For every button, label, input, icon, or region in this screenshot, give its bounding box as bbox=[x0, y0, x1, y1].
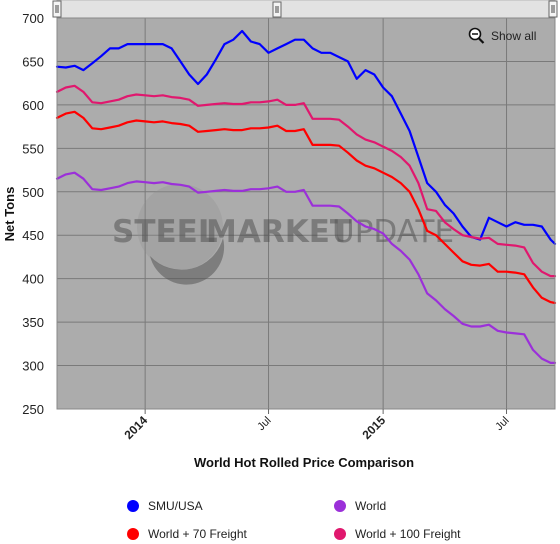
legend-label: World bbox=[355, 499, 386, 513]
x-tick-label: Jul bbox=[493, 415, 511, 433]
legend-label: World + 100 Freight bbox=[355, 527, 461, 541]
navigator-left-handle[interactable] bbox=[52, 0, 62, 18]
chart-title: World Hot Rolled Price Comparison bbox=[194, 455, 414, 470]
legend-item-world-70-freight[interactable]: World + 70 Freight bbox=[127, 527, 247, 541]
x-tick-label: Jul bbox=[255, 415, 273, 433]
legend-marker bbox=[334, 500, 346, 512]
series-line-world-100-freight[interactable] bbox=[55, 84, 557, 278]
legend-item-smu-usa[interactable]: SMU/USA bbox=[127, 499, 203, 513]
plot-area bbox=[57, 18, 555, 409]
y-tick-label: 500 bbox=[22, 185, 44, 200]
y-tick-label: 600 bbox=[22, 98, 44, 113]
legend: SMU/USA World World + 70 Freight World + 10… bbox=[127, 499, 461, 541]
legend-marker bbox=[127, 500, 139, 512]
y-tick-label: 300 bbox=[22, 359, 44, 374]
steel-market-update-watermark: STEEL MARKET UPDATE bbox=[112, 184, 454, 285]
watermark-word-steel: STEEL bbox=[112, 214, 218, 250]
y-axis: 250 300 350 400 450 500 550 600 650 700 bbox=[22, 11, 44, 417]
series-line-world-70-freight[interactable] bbox=[55, 110, 557, 305]
x-axis: 2014 Jul 2015 Jul bbox=[121, 409, 512, 442]
y-axis-title: Net Tons bbox=[2, 187, 17, 242]
navigator-mid-handle[interactable] bbox=[272, 1, 282, 18]
watermark-word-market: MARKET bbox=[206, 214, 351, 250]
show-all-label: Show all bbox=[491, 29, 536, 43]
legend-item-world[interactable]: World bbox=[334, 499, 386, 513]
magnifier-minus-icon bbox=[468, 27, 485, 44]
plot-border bbox=[56, 17, 556, 410]
legend-marker bbox=[127, 528, 139, 540]
legend-marker bbox=[334, 528, 346, 540]
series-lines bbox=[55, 29, 557, 364]
series-line-world[interactable] bbox=[55, 171, 557, 364]
range-navigator-bar[interactable] bbox=[56, 0, 556, 19]
legend-label: World + 70 Freight bbox=[148, 527, 247, 541]
y-tick-label: 350 bbox=[22, 315, 44, 330]
show-all-button[interactable]: Show all bbox=[468, 27, 537, 44]
y-tick-label: 550 bbox=[22, 141, 44, 156]
legend-item-world-100-freight[interactable]: World + 100 Freight bbox=[334, 527, 461, 541]
y-tick-label: 400 bbox=[22, 272, 44, 287]
x-tick-label: 2014 bbox=[121, 413, 150, 442]
legend-label: SMU/USA bbox=[148, 499, 203, 513]
y-tick-label: 650 bbox=[22, 54, 44, 69]
navigator-right-handle[interactable] bbox=[548, 0, 558, 18]
x-tick-label: 2015 bbox=[359, 413, 388, 442]
y-tick-label: 700 bbox=[22, 11, 44, 26]
y-tick-label: 450 bbox=[22, 228, 44, 243]
y-tick-label: 250 bbox=[22, 402, 44, 417]
